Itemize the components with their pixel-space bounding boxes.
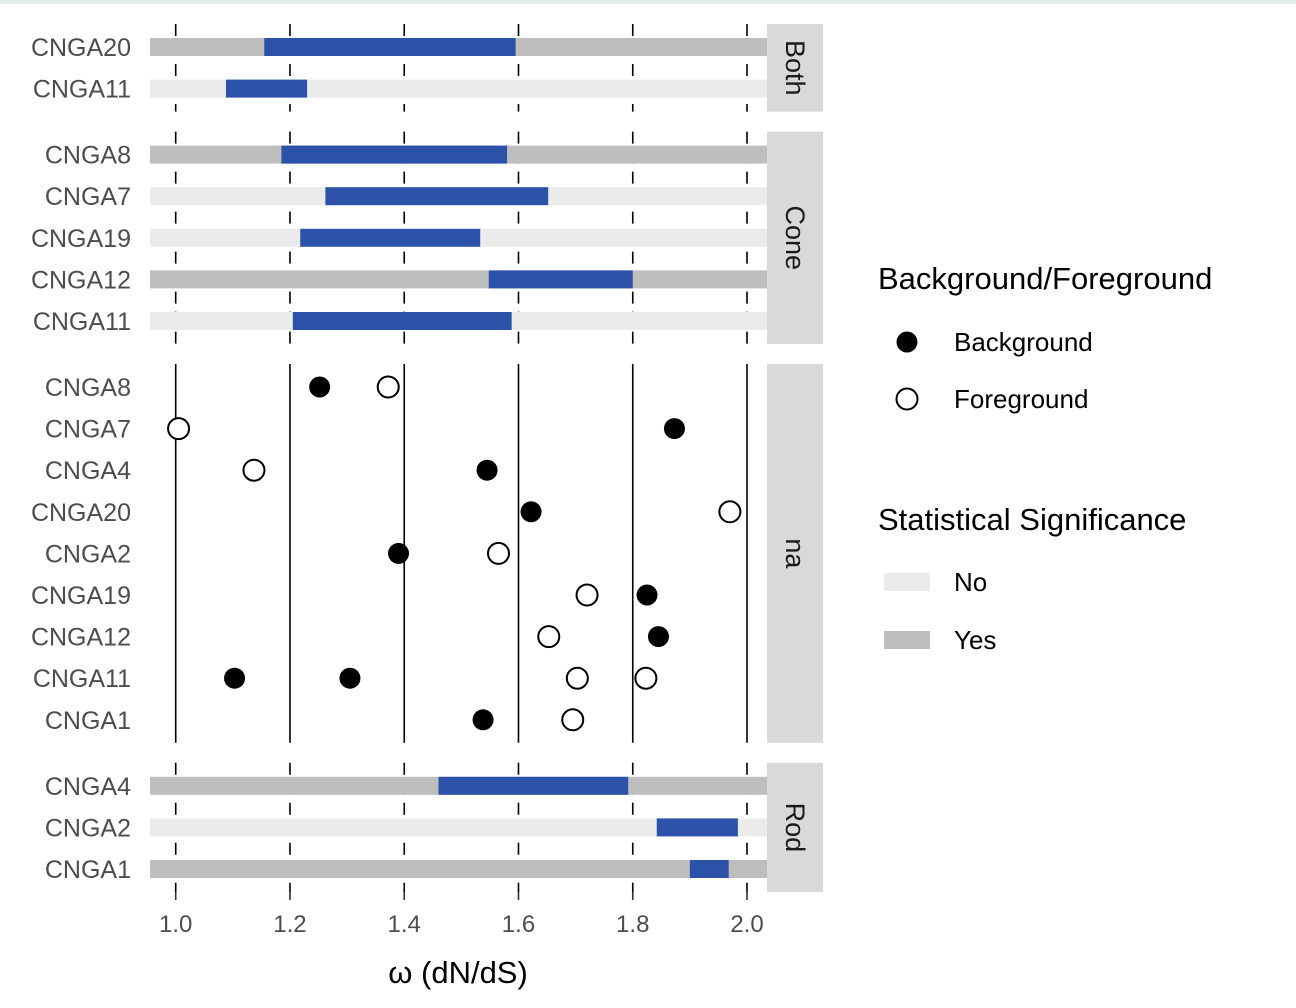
foreground-point bbox=[565, 666, 589, 690]
gene-label: CNGA19 bbox=[31, 225, 131, 253]
gene-label: CNGA12 bbox=[31, 266, 131, 294]
facet-strip bbox=[767, 131, 823, 344]
omega-range-bar bbox=[300, 228, 481, 247]
legend-title: Background/Foreground bbox=[878, 261, 1212, 296]
x-tick-label: 1.6 bbox=[502, 911, 535, 938]
background-point bbox=[224, 667, 246, 689]
x-tick-label: 2.0 bbox=[730, 911, 763, 938]
background-point bbox=[339, 667, 361, 689]
facet-strip bbox=[767, 762, 823, 892]
gene-label: CNGA11 bbox=[33, 665, 131, 693]
facet-strip bbox=[767, 24, 823, 112]
gene-label: CNGA1 bbox=[45, 856, 131, 884]
x-axis-title: ω (dN/dS) bbox=[388, 955, 528, 990]
background-point bbox=[520, 501, 542, 523]
background-point bbox=[663, 418, 685, 440]
gene-label: CNGA8 bbox=[45, 142, 131, 170]
foreground-point bbox=[561, 708, 585, 732]
legend-label: No bbox=[954, 567, 987, 597]
y-axis-labels: CNGA20 CNGA11 CNGA8 CNGA7 CNGA19 CNGA12 CNGA11… bbox=[31, 34, 131, 884]
omega-range-bar bbox=[438, 776, 629, 795]
x-axis: 1.0 1.2 1.4 1.6 1.8 2.0 bbox=[159, 892, 764, 938]
foreground-point bbox=[575, 583, 599, 607]
facet-strip-label: na bbox=[780, 538, 810, 569]
facet-strips: Both Cone na Rod bbox=[767, 24, 823, 892]
x-tick-label: 1.4 bbox=[388, 911, 421, 938]
legend-key-significance bbox=[884, 573, 930, 591]
gene-label: CNGA11 bbox=[33, 308, 131, 336]
foreground-point bbox=[634, 666, 658, 690]
gene-label: CNGA1 bbox=[45, 707, 131, 735]
facet-strip-label: Rod bbox=[780, 803, 810, 853]
x-tick-label: 1.8 bbox=[616, 911, 649, 938]
omega-range-bar bbox=[488, 270, 633, 289]
background-point bbox=[309, 376, 331, 398]
omega-range-bar bbox=[264, 38, 516, 56]
facet-strip bbox=[767, 364, 823, 743]
x-tick-label: 1.2 bbox=[273, 911, 306, 938]
omega-range-bar bbox=[689, 860, 729, 878]
gene-label: CNGA4 bbox=[45, 773, 131, 801]
background-point bbox=[476, 459, 498, 481]
gene-label: CNGA20 bbox=[31, 499, 131, 527]
omega-range-bar bbox=[656, 818, 738, 837]
gene-label: CNGA11 bbox=[33, 76, 131, 104]
gene-label: CNGA2 bbox=[45, 814, 131, 842]
legend-key-significance bbox=[884, 631, 930, 649]
legend-label: Yes bbox=[954, 625, 996, 655]
facet-strip-label: Cone bbox=[780, 206, 810, 271]
background-point bbox=[636, 584, 658, 606]
legend-key-foreground bbox=[895, 387, 919, 411]
background-point bbox=[388, 542, 410, 564]
gene-label: CNGA19 bbox=[31, 582, 131, 610]
legend-label: Foreground bbox=[954, 384, 1088, 414]
points-layer bbox=[167, 375, 742, 732]
legend-key-background bbox=[896, 331, 918, 353]
significance-bar bbox=[150, 818, 767, 837]
omega-range-bar bbox=[281, 145, 508, 164]
foreground-point bbox=[167, 417, 191, 441]
bars-layer bbox=[150, 38, 767, 878]
background-point bbox=[472, 709, 494, 731]
gene-label: CNGA2 bbox=[45, 540, 131, 568]
foreground-point bbox=[537, 625, 561, 649]
significance-bar bbox=[150, 270, 767, 289]
window-top-border bbox=[0, 0, 1296, 4]
gene-label: CNGA7 bbox=[45, 416, 131, 444]
gene-label: CNGA20 bbox=[31, 34, 131, 62]
gene-label: CNGA4 bbox=[45, 457, 131, 485]
foreground-point bbox=[242, 458, 266, 482]
gene-label: CNGA7 bbox=[45, 183, 131, 211]
facet-strip-label: Both bbox=[780, 40, 810, 96]
legend-title: Statistical Significance bbox=[878, 502, 1186, 537]
foreground-point bbox=[718, 500, 742, 524]
significance-bar bbox=[150, 860, 767, 878]
gene-label: CNGA12 bbox=[31, 624, 131, 652]
x-tick-label: 1.0 bbox=[159, 911, 192, 938]
foreground-point bbox=[376, 375, 400, 399]
omega-range-bar bbox=[292, 312, 512, 330]
legend: Background/Foreground Background Foregroun… bbox=[878, 261, 1212, 655]
legend-label: Background bbox=[954, 327, 1093, 357]
gene-label: CNGA8 bbox=[45, 374, 131, 402]
omega-range-bar bbox=[325, 187, 549, 206]
background-point bbox=[647, 626, 669, 648]
foreground-point bbox=[486, 541, 510, 565]
omega-range-bar bbox=[225, 79, 308, 98]
